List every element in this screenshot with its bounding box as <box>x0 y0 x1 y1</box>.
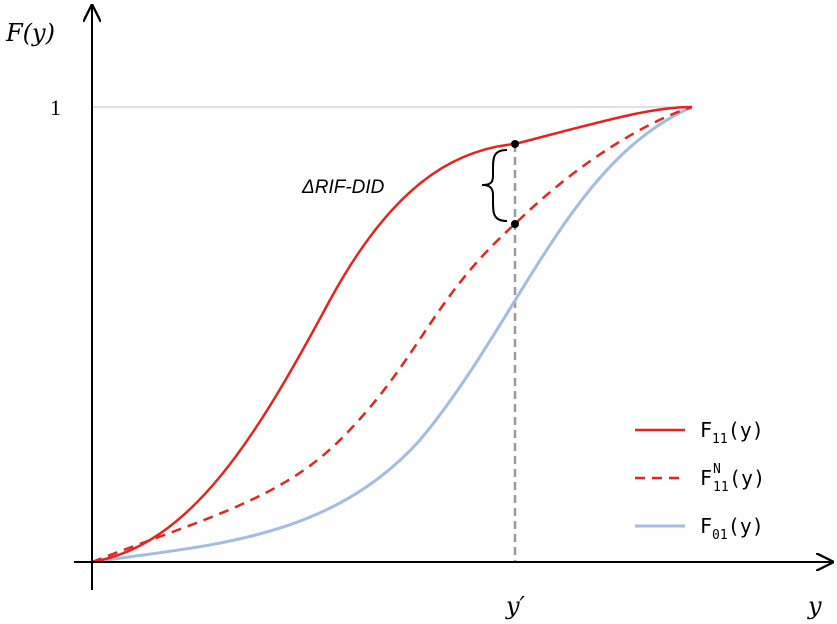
point-f11-at-y-prime <box>511 140 519 148</box>
curve-f11n <box>91 105 693 564</box>
legend-item-f11n: F11N (y) <box>635 462 765 495</box>
y-axis-label: F(y) <box>5 19 55 47</box>
legend-item-f11: F11(y) <box>635 418 764 447</box>
curve-f11 <box>91 105 693 564</box>
point-f11n-at-y-prime <box>511 220 519 228</box>
legend-label-f11n: F11N (y) <box>700 462 765 495</box>
y-prime-label: y′ <box>505 592 526 620</box>
legend-label-f11: F11(y) <box>700 418 764 447</box>
legend-item-f01: F01(y) <box>635 514 764 543</box>
rif-did-label: ΔRIF-DID <box>301 177 385 198</box>
legend-label-f01: F01(y) <box>700 514 764 543</box>
curve-f01 <box>91 105 693 564</box>
legend: F11(y) F11N (y) F01(y) <box>635 418 765 543</box>
x-axis-label: y <box>807 592 822 620</box>
y-tick-one: 1 <box>50 95 61 120</box>
difference-brace <box>481 149 508 222</box>
